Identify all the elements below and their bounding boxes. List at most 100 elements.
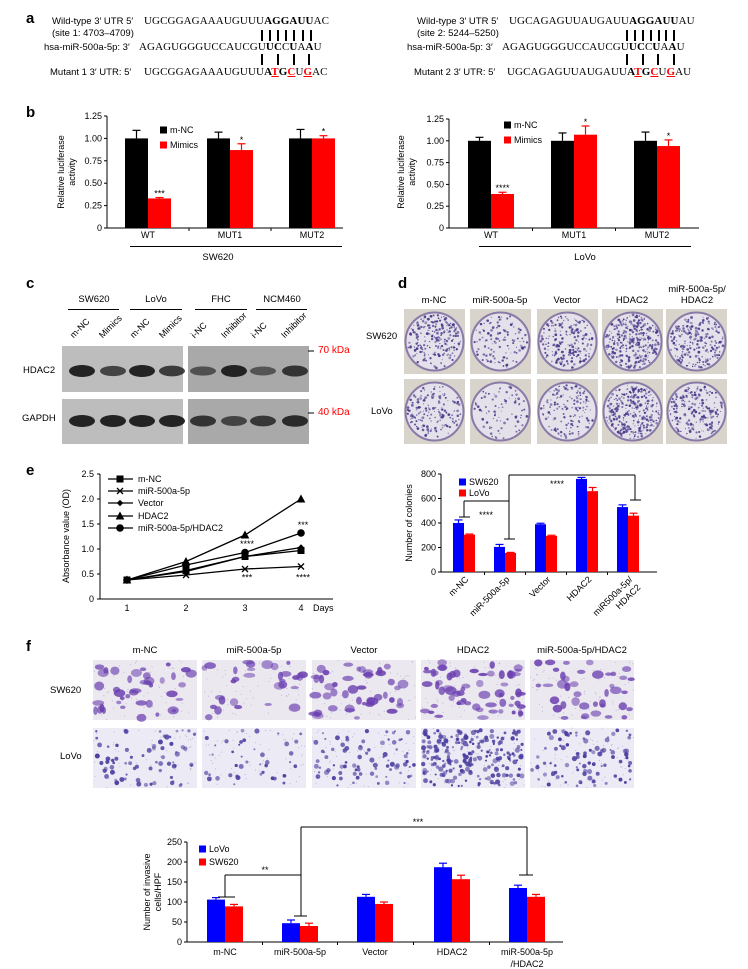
cell (461, 683, 471, 689)
cell (575, 731, 578, 735)
cell (345, 737, 350, 742)
cell (591, 750, 596, 755)
colony (572, 328, 574, 330)
pore (181, 702, 183, 704)
cell (464, 762, 467, 765)
pore (334, 751, 336, 753)
colony (651, 345, 654, 348)
cell (486, 750, 490, 754)
pore (381, 746, 383, 748)
colony (620, 421, 623, 424)
pore (407, 783, 409, 785)
colony (636, 356, 640, 360)
band-hdac2 (100, 365, 126, 377)
colony (582, 336, 585, 339)
colony (418, 325, 420, 327)
colony (681, 405, 683, 408)
pore (130, 664, 132, 666)
pore (466, 685, 468, 687)
colony (440, 416, 443, 419)
bar-lovo (509, 888, 527, 942)
cell (611, 755, 615, 759)
colony (645, 425, 649, 429)
cell (233, 783, 236, 786)
colony (504, 336, 506, 338)
pore (516, 739, 518, 741)
cell (591, 779, 596, 784)
colony (449, 354, 452, 357)
bar-m-nc (634, 140, 657, 228)
cell (543, 746, 547, 750)
cell (315, 774, 321, 779)
colony (589, 409, 591, 411)
cell (264, 763, 268, 768)
colony (628, 328, 632, 332)
cell (505, 766, 510, 771)
colony (498, 391, 500, 393)
cell (238, 763, 244, 769)
colony (636, 321, 639, 325)
colony (678, 343, 681, 346)
colony (494, 362, 496, 364)
cell (394, 764, 400, 770)
colony (500, 427, 503, 430)
y-tick-label: 800 (421, 469, 436, 479)
cell (460, 784, 463, 787)
colony (419, 397, 423, 400)
colony (421, 426, 423, 428)
colony (634, 387, 637, 390)
colony (686, 364, 689, 367)
pair-line (261, 54, 263, 65)
colony (629, 336, 631, 338)
colony (565, 384, 568, 387)
pore (259, 743, 261, 745)
colony (425, 425, 429, 429)
pore (506, 684, 508, 686)
colony (578, 391, 582, 394)
plate-column-combo-line2: HDAC2 (680, 295, 714, 306)
colony (565, 423, 568, 427)
colony (715, 328, 718, 330)
colony (637, 342, 641, 346)
significance-marker: **** (479, 510, 494, 520)
cell (342, 675, 354, 682)
sequence-segment: AC (313, 15, 330, 27)
colony (651, 416, 653, 418)
colony (686, 353, 689, 356)
colony (721, 344, 725, 348)
cell (242, 659, 255, 665)
cell (498, 739, 503, 745)
colony (588, 338, 591, 341)
series-line (126, 498, 302, 581)
colony (564, 387, 567, 390)
cell (367, 748, 371, 752)
colony (696, 343, 699, 346)
y-tick-label: 1.0 (81, 544, 94, 554)
pore (177, 764, 179, 766)
pore (350, 784, 352, 786)
cell (569, 731, 572, 735)
colony (438, 412, 442, 415)
colony (439, 390, 441, 393)
colony (478, 338, 481, 341)
image-column-mir-500a-5p: miR-500a-5p (226, 645, 282, 656)
colony (437, 347, 439, 349)
wild-type-label: Wild-type 3′ UTR 5′ (52, 16, 134, 27)
colony (708, 322, 710, 325)
colony (631, 338, 635, 342)
colony (648, 429, 652, 432)
x-tick-label: /HDAC2 (510, 959, 543, 969)
y-axis-label: Relative luciferase (396, 135, 406, 209)
colony (641, 422, 644, 425)
bar-lovo (207, 899, 225, 942)
colony (499, 420, 502, 422)
pore (617, 676, 619, 678)
colony (620, 429, 622, 432)
panel-label-e: e (26, 462, 35, 479)
colony-plate (470, 379, 531, 444)
pore (222, 676, 224, 678)
cell (405, 730, 411, 735)
colony (570, 357, 574, 360)
x-tick-label: WT (141, 230, 155, 240)
colony (720, 404, 723, 407)
